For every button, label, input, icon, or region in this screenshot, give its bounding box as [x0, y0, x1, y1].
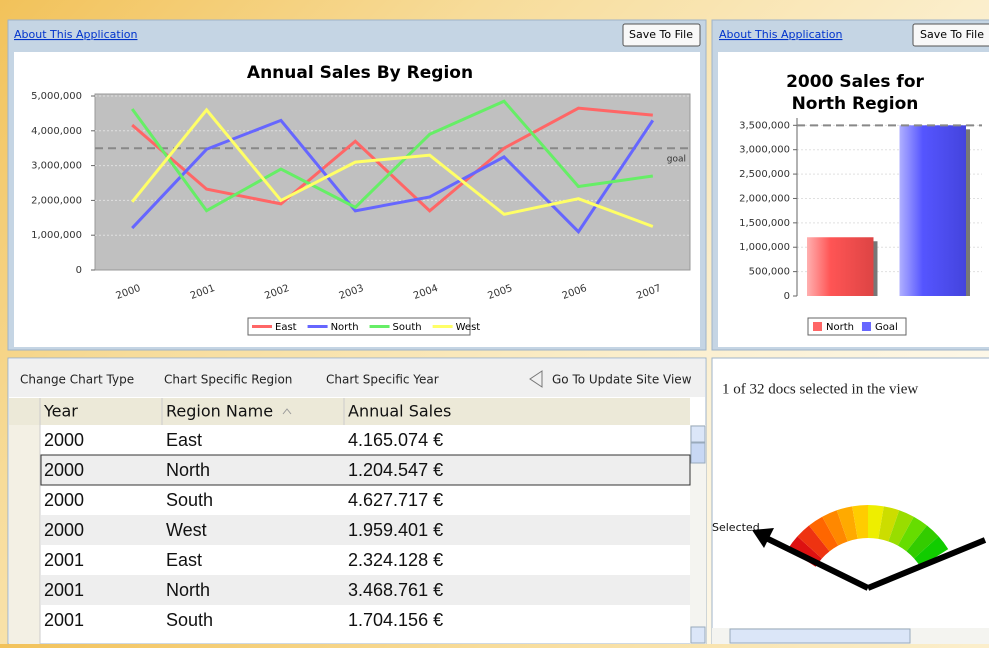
- table-cell: 1.959.401 €: [348, 520, 443, 540]
- legend-label: East: [275, 322, 297, 333]
- toolbar-button[interactable]: Go To Update Site View: [552, 373, 692, 387]
- y-tick-label: 2,000,000: [31, 195, 82, 206]
- table-cell: 4.627.717 €: [348, 490, 443, 510]
- table-cell: 4.165.074 €: [348, 430, 443, 450]
- toolbar-button[interactable]: Chart Specific Region: [164, 373, 292, 387]
- y-tick-label: 2,000,000: [739, 193, 790, 204]
- legend-swatch: [813, 322, 822, 331]
- table-cell: North: [166, 460, 210, 480]
- y-tick-label: 0: [784, 291, 790, 302]
- about-link[interactable]: About This Application: [719, 28, 842, 41]
- column-header[interactable]: Year: [43, 402, 78, 421]
- y-tick-label: 3,000,000: [739, 145, 790, 156]
- toolbar-button[interactable]: Change Chart Type: [20, 373, 134, 387]
- chart-title: Annual Sales By Region: [247, 63, 473, 83]
- table-cell: 2.324.128 €: [348, 550, 443, 570]
- table-cell: East: [166, 550, 202, 570]
- column-header[interactable]: Annual Sales: [348, 402, 451, 421]
- table-cell: 2000: [44, 430, 84, 450]
- save-button-label[interactable]: Save To File: [920, 28, 984, 41]
- gauge-panel: [712, 358, 989, 644]
- y-tick-label: 4,000,000: [31, 126, 82, 137]
- scroll-down[interactable]: [691, 627, 705, 643]
- toolbar-button[interactable]: Chart Specific Year: [326, 373, 439, 387]
- bar: [807, 237, 874, 296]
- legend-label: Goal: [875, 322, 898, 333]
- page: { "panel": {"about_link": "About This Ap…: [0, 0, 989, 644]
- scroll-up[interactable]: [691, 426, 705, 442]
- y-tick-label: 1,000,000: [739, 242, 790, 253]
- table-cell: North: [166, 580, 210, 600]
- table-cell: 1.204.547 €: [348, 460, 443, 480]
- y-tick-label: 0: [76, 265, 82, 276]
- table-cell: West: [166, 520, 207, 540]
- column-header[interactable]: Region Name: [166, 402, 273, 421]
- goal-label: goal: [667, 155, 686, 165]
- table-cell: 2000: [44, 520, 84, 540]
- row-gutter: [9, 425, 40, 644]
- table-cell: 3.468.761 €: [348, 580, 443, 600]
- table-cell: 2001: [44, 610, 84, 630]
- table-cell: 2001: [44, 550, 84, 570]
- y-tick-label: 3,500,000: [739, 120, 790, 131]
- y-tick-label: 1,500,000: [739, 218, 790, 229]
- legend-label: North: [826, 322, 854, 333]
- table-cell: East: [166, 430, 202, 450]
- h-scroll-thumb[interactable]: [730, 629, 910, 643]
- table-cell: 2001: [44, 580, 84, 600]
- app-window: About This Application Save To File Abou…: [0, 0, 989, 644]
- legend-swatch: [862, 322, 871, 331]
- y-tick-label: 1,000,000: [31, 230, 82, 241]
- bar: [900, 125, 967, 296]
- table-cell: 2000: [44, 460, 84, 480]
- save-button-label[interactable]: Save To File: [629, 28, 693, 41]
- gauge-label: Selected: [712, 521, 760, 534]
- table-cell: 1.704.156 €: [348, 610, 443, 630]
- y-tick-label: 5,000,000: [31, 91, 82, 102]
- table-cell: South: [166, 490, 213, 510]
- table-cell: South: [166, 610, 213, 630]
- legend-label: South: [393, 322, 422, 333]
- table-cell: 2000: [44, 490, 84, 510]
- selection-status: 1 of 32 docs selected in the view: [722, 381, 918, 397]
- about-link[interactable]: About This Application: [14, 28, 137, 41]
- y-tick-label: 2,500,000: [739, 169, 790, 180]
- y-tick-label: 3,000,000: [31, 161, 82, 172]
- y-tick-label: 500,000: [749, 267, 790, 278]
- scroll-thumb[interactable]: [691, 443, 705, 463]
- legend-label: North: [331, 322, 359, 333]
- legend-label: West: [456, 322, 481, 333]
